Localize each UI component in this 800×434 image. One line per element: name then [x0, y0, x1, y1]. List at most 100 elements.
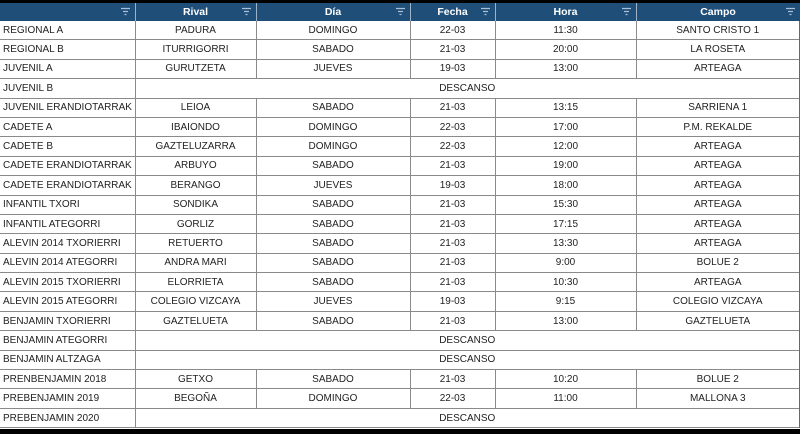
cell-fecha[interactable]: 21-03	[410, 214, 496, 235]
cell-team[interactable]: INFANTIL TXORI	[0, 195, 136, 215]
cell-rival[interactable]: ANDRA MARI	[135, 253, 257, 274]
cell-dia[interactable]: SABADO	[256, 39, 411, 60]
cell-campo[interactable]: ARTEAGA	[636, 214, 800, 235]
cell-fecha[interactable]: 21-03	[410, 369, 496, 390]
cell-team[interactable]: REGIONAL B	[0, 39, 136, 60]
cell-dia[interactable]: SABADO	[256, 98, 411, 118]
cell-campo[interactable]: SANTO CRISTO 1	[636, 21, 800, 41]
cell-team[interactable]: CADETE B	[0, 136, 136, 157]
cell-descanso[interactable]: DESCANSO	[135, 350, 800, 371]
cell-fecha[interactable]: 21-03	[410, 98, 496, 118]
filter-icon[interactable]	[785, 7, 795, 16]
cell-hora[interactable]: 11:00	[495, 388, 637, 409]
cell-dia[interactable]: SABADO	[256, 233, 411, 254]
cell-team[interactable]: JUVENIL A	[0, 59, 136, 80]
cell-rival[interactable]: GORLIZ	[135, 214, 257, 235]
cell-fecha[interactable]: 22-03	[410, 388, 496, 409]
cell-dia[interactable]: SABADO	[256, 369, 411, 390]
cell-team[interactable]: REGIONAL A	[0, 21, 136, 41]
cell-rival[interactable]: GETXO	[135, 369, 257, 390]
cell-campo[interactable]: ARTEAGA	[636, 195, 800, 215]
cell-campo[interactable]: ARTEAGA	[636, 136, 800, 157]
cell-hora[interactable]: 12:00	[495, 136, 637, 157]
cell-team[interactable]: BENJAMIN ATEGORRI	[0, 330, 136, 351]
cell-team[interactable]: ALEVIN 2014 ATEGORRI	[0, 253, 136, 274]
cell-team[interactable]: JUVENIL ERANDIOTARRAK	[0, 98, 136, 118]
cell-campo[interactable]: P.M. REKALDE	[636, 117, 800, 138]
cell-rival[interactable]: LEIOA	[135, 98, 257, 118]
cell-dia[interactable]: DOMINGO	[256, 388, 411, 409]
cell-rival[interactable]: BEGOÑA	[135, 388, 257, 409]
cell-fecha[interactable]: 22-03	[410, 136, 496, 157]
cell-fecha[interactable]: 21-03	[410, 195, 496, 215]
cell-hora[interactable]: 19:00	[495, 156, 637, 177]
cell-team[interactable]: ALEVIN 2014 TXORIERRI	[0, 233, 136, 254]
cell-fecha[interactable]: 21-03	[410, 272, 496, 293]
cell-rival[interactable]: GAZTELUETA	[135, 311, 257, 332]
cell-hora[interactable]: 17:00	[495, 117, 637, 138]
cell-hora[interactable]: 15:30	[495, 195, 637, 215]
cell-team[interactable]: CADETE ERANDIOTARRAK	[0, 156, 136, 177]
filter-icon[interactable]	[480, 7, 490, 16]
cell-fecha[interactable]: 21-03	[410, 233, 496, 254]
cell-team[interactable]: PREBENJAMIN 2020	[0, 408, 136, 429]
cell-rival[interactable]: IBAIONDO	[135, 117, 257, 138]
cell-team[interactable]: CADETE ERANDIOTARRAK	[0, 175, 136, 196]
cell-hora[interactable]: 13:30	[495, 233, 637, 254]
cell-dia[interactable]: SABADO	[256, 214, 411, 235]
cell-fecha[interactable]: 21-03	[410, 156, 496, 177]
filter-icon[interactable]	[395, 7, 405, 16]
cell-rival[interactable]: ITURRIGORRI	[135, 39, 257, 60]
cell-campo[interactable]: ARTEAGA	[636, 272, 800, 293]
cell-fecha[interactable]: 19-03	[410, 291, 496, 312]
filter-icon[interactable]	[621, 7, 631, 16]
cell-team[interactable]: ALEVIN 2015 TXORIERRI	[0, 272, 136, 293]
cell-rival[interactable]: PADURA	[135, 21, 257, 41]
cell-team[interactable]: BENJAMIN TXORIERRI	[0, 311, 136, 332]
cell-dia[interactable]: JUEVES	[256, 59, 411, 80]
cell-fecha[interactable]: 22-03	[410, 117, 496, 138]
cell-dia[interactable]: JUEVES	[256, 175, 411, 196]
cell-campo[interactable]: COLEGIO VIZCAYA	[636, 291, 800, 312]
cell-fecha[interactable]: 22-03	[410, 21, 496, 41]
cell-hora[interactable]: 20:00	[495, 39, 637, 60]
cell-hora[interactable]: 18:00	[495, 175, 637, 196]
cell-rival[interactable]: BERANGO	[135, 175, 257, 196]
cell-dia[interactable]: DOMINGO	[256, 117, 411, 138]
cell-rival[interactable]: RETUERTO	[135, 233, 257, 254]
cell-rival[interactable]: GURUTZETA	[135, 59, 257, 80]
cell-rival[interactable]: ELORRIETA	[135, 272, 257, 293]
cell-campo[interactable]: ARTEAGA	[636, 233, 800, 254]
cell-team[interactable]: PREBENJAMIN 2019	[0, 388, 136, 409]
cell-hora[interactable]: 10:20	[495, 369, 637, 390]
cell-dia[interactable]: SABADO	[256, 311, 411, 332]
cell-hora[interactable]: 17:15	[495, 214, 637, 235]
cell-campo[interactable]: MALLONA 3	[636, 388, 800, 409]
cell-campo[interactable]: ARTEAGA	[636, 59, 800, 80]
cell-fecha[interactable]: 21-03	[410, 311, 496, 332]
filter-icon[interactable]	[241, 7, 251, 16]
cell-fecha[interactable]: 19-03	[410, 175, 496, 196]
cell-rival[interactable]: GAZTELUZARRA	[135, 136, 257, 157]
cell-dia[interactable]: SABADO	[256, 156, 411, 177]
cell-descanso[interactable]: DESCANSO	[135, 408, 800, 429]
cell-dia[interactable]: DOMINGO	[256, 21, 411, 41]
cell-rival[interactable]: COLEGIO VIZCAYA	[135, 291, 257, 312]
cell-campo[interactable]: ARTEAGA	[636, 156, 800, 177]
cell-hora[interactable]: 13:00	[495, 59, 637, 80]
cell-fecha[interactable]: 19-03	[410, 59, 496, 80]
cell-hora[interactable]: 9:00	[495, 253, 637, 274]
cell-dia[interactable]: JUEVES	[256, 291, 411, 312]
cell-team[interactable]: PRENBENJAMIN 2018	[0, 369, 136, 390]
cell-campo[interactable]: GAZTELUETA	[636, 311, 800, 332]
cell-hora[interactable]: 13:15	[495, 98, 637, 118]
cell-dia[interactable]: SABADO	[256, 195, 411, 215]
filter-icon[interactable]	[120, 7, 130, 16]
cell-fecha[interactable]: 21-03	[410, 253, 496, 274]
cell-hora[interactable]: 9:15	[495, 291, 637, 312]
cell-rival[interactable]: SONDIKA	[135, 195, 257, 215]
cell-dia[interactable]: SABADO	[256, 253, 411, 274]
cell-team[interactable]: ALEVIN 2015 ATEGORRI	[0, 291, 136, 312]
cell-campo[interactable]: LA ROSETA	[636, 39, 800, 60]
cell-hora[interactable]: 11:30	[495, 21, 637, 41]
